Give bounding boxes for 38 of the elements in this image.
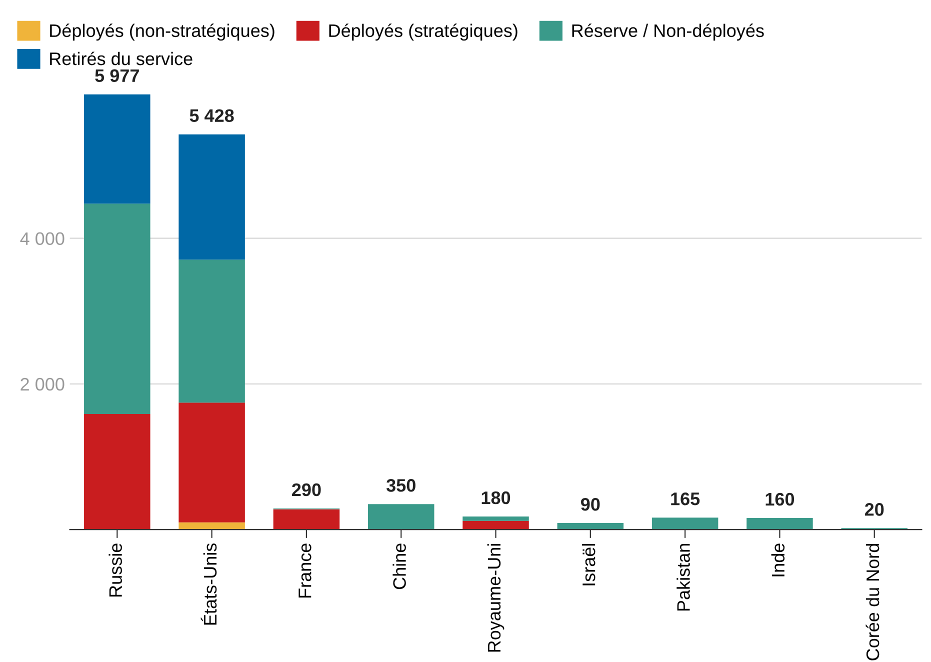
legend-label: Déployés (stratégiques) (329, 24, 518, 41)
bar (462, 516, 529, 521)
total-label: 180 (482, 491, 510, 504)
bar (178, 402, 245, 522)
total-label: 290 (292, 483, 321, 496)
y-tick-label: 2 000 (20, 378, 64, 391)
total-label: 165 (671, 492, 700, 506)
x-tick-label: Inde (771, 544, 785, 576)
x-tick-label: Corée du Nord (866, 544, 880, 660)
total-label: 5 977 (95, 69, 139, 82)
bar (84, 204, 150, 414)
total-label: 160 (766, 492, 794, 506)
bar (368, 504, 434, 530)
legend-label: Réserve / Non-déployés (572, 24, 764, 41)
bar (652, 518, 718, 530)
bar (178, 134, 245, 260)
total-label: 90 (580, 498, 600, 511)
x-tick-label: Royaume-Uni (487, 544, 504, 652)
legend-label: Déployés (non-stratégiques) (50, 24, 274, 41)
bar (462, 520, 529, 530)
x-tick-label: Russie (108, 544, 122, 596)
bar (273, 509, 340, 530)
legend-label: Retirés du service (50, 52, 192, 66)
x-tick-label: France (298, 544, 312, 598)
bar (557, 523, 624, 530)
bar (84, 94, 150, 204)
bar (178, 260, 245, 403)
bar (84, 414, 150, 530)
total-label: 5 428 (190, 109, 234, 122)
y-tick-label: 4 000 (20, 232, 64, 246)
x-tick-label: Chine (392, 544, 406, 590)
bar (746, 518, 813, 530)
total-label: 350 (386, 479, 416, 492)
x-tick-label: États-Unis (200, 543, 217, 625)
total-label: 20 (864, 503, 884, 516)
x-tick-label: Israël (582, 544, 596, 586)
x-tick-label: Pakistan (676, 544, 690, 611)
bar (178, 522, 245, 530)
